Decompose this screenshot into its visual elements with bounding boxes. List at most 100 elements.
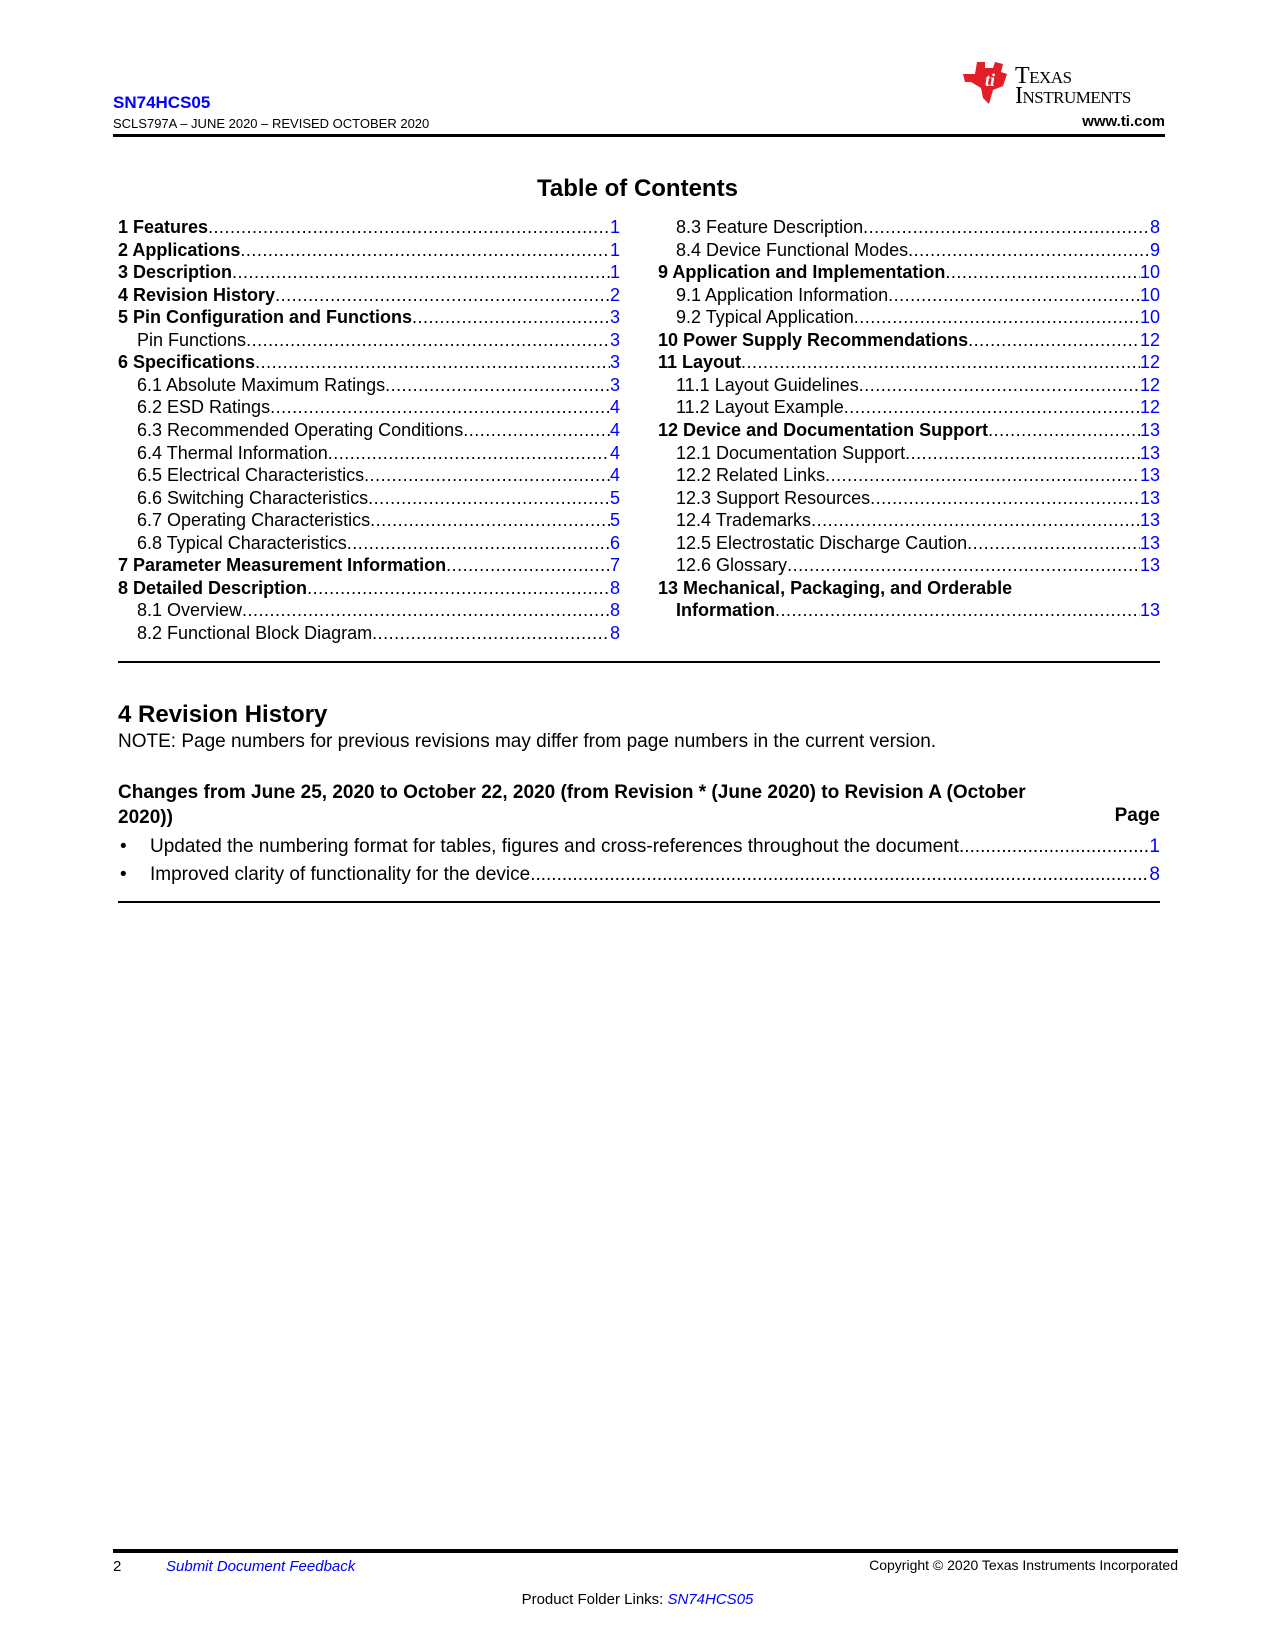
toc-entry[interactable]: 12.1 Documentation Support 13: [676, 442, 1160, 464]
toc-entry-label: 1 Features: [118, 217, 209, 237]
toc-page-link[interactable]: 10: [1139, 307, 1160, 328]
ti-logo-icon: ti: [963, 62, 1007, 104]
revision-item-page-link[interactable]: 1: [1149, 836, 1160, 857]
dot-leader: [307, 577, 610, 599]
toc-entry[interactable]: 4 Revision History 2: [118, 284, 620, 306]
copyright: Copyright © 2020 Texas Instruments Incor…: [869, 1557, 1178, 1573]
toc-entry[interactable]: 8.1 Overview 8: [137, 599, 620, 621]
toc-page-link[interactable]: 1: [609, 262, 620, 283]
toc-entry[interactable]: Information 13: [676, 599, 1160, 621]
toc-entry[interactable]: Pin Functions 3: [137, 329, 620, 351]
toc-entry[interactable]: 6.8 Typical Characteristics 6: [137, 532, 620, 554]
dot-leader: [246, 329, 610, 351]
toc-entry-label: 12.3 Support Resources: [676, 487, 871, 508]
toc-entry[interactable]: 12.6 Glossary 13: [676, 554, 1160, 576]
toc-entry[interactable]: 11.2 Layout Example 12: [676, 396, 1160, 418]
toc-title: Table of Contents: [537, 175, 738, 202]
toc-page-link[interactable]: 13: [1139, 487, 1160, 508]
toc-entry[interactable]: 12.5 Electrostatic Discharge Caution 13: [676, 532, 1160, 554]
toc-entry[interactable]: 3 Description 1: [118, 261, 620, 283]
toc-entry[interactable]: 8.2 Functional Block Diagram 8: [137, 622, 620, 644]
dot-leader: [959, 835, 1149, 859]
toc-entry[interactable]: 8 Detailed Description 8: [118, 577, 620, 599]
toc-page-link[interactable]: 13: [1139, 555, 1160, 576]
toc-entry[interactable]: 1 Features 1: [118, 216, 620, 238]
toc-page-link[interactable]: 5: [609, 510, 620, 531]
ti-website-link[interactable]: www.ti.com: [1082, 113, 1165, 130]
toc-entry[interactable]: 10 Power Supply Recommendations 12: [658, 329, 1160, 351]
toc-page-link[interactable]: 10: [1139, 262, 1160, 283]
toc-page-link[interactable]: 12: [1139, 374, 1160, 395]
product-folder-link[interactable]: SN74HCS05: [667, 1591, 754, 1608]
toc-page-link[interactable]: 8: [609, 622, 620, 643]
dot-leader: [372, 622, 610, 644]
header-divider: [113, 134, 1165, 137]
toc-page-link[interactable]: 13: [1139, 419, 1160, 440]
toc-page-link[interactable]: 8: [1149, 217, 1160, 237]
toc-page-link[interactable]: 3: [609, 329, 620, 350]
toc-page-link[interactable]: 4: [609, 397, 620, 418]
toc-page-link[interactable]: 13: [1139, 442, 1160, 463]
toc-entry[interactable]: 9.2 Typical Application 10: [676, 306, 1160, 328]
toc-entry[interactable]: 2 Applications 1: [118, 239, 620, 261]
toc-entry[interactable]: 6.4 Thermal Information 4: [137, 442, 620, 464]
toc-page-link[interactable]: 13: [1139, 600, 1160, 621]
toc-entry[interactable]: 6.3 Recommended Operating Conditions 4: [137, 419, 620, 441]
toc-page-link[interactable]: 10: [1139, 284, 1160, 305]
toc-entry[interactable]: 8.3 Feature Description 8: [676, 216, 1160, 238]
dot-leader: [968, 329, 1140, 351]
toc-entry[interactable]: 6.1 Absolute Maximum Ratings 3: [137, 374, 620, 396]
toc-entry[interactable]: 9.1 Application Information 10: [676, 284, 1160, 306]
revision-item-page-link[interactable]: 8: [1149, 864, 1160, 885]
toc-page-link[interactable]: 4: [609, 419, 620, 440]
toc-entry[interactable]: 6.6 Switching Characteristics 5: [137, 487, 620, 509]
toc-page-link[interactable]: 2: [609, 284, 620, 305]
toc-page-link[interactable]: 4: [609, 465, 620, 486]
submit-feedback-link[interactable]: Submit Document Feedback: [166, 1558, 356, 1575]
toc-entry[interactable]: 6.7 Operating Characteristics 5: [137, 509, 620, 531]
revision-item: • Improved clarity of functionality for …: [118, 863, 1160, 887]
toc-page-link[interactable]: 13: [1139, 465, 1160, 486]
toc-entry[interactable]: 6.5 Electrical Characteristics 4: [137, 464, 620, 486]
toc-entry-label: 6 Specifications: [118, 352, 256, 373]
toc-page-link[interactable]: 3: [609, 374, 620, 395]
toc-entry[interactable]: 13 Mechanical, Packaging, and Orderable: [658, 577, 1160, 599]
toc-page-link[interactable]: 4: [609, 442, 620, 463]
toc-page-link[interactable]: 9: [1149, 239, 1160, 260]
toc-entry-label: 12.6 Glossary: [676, 555, 788, 576]
toc-entry[interactable]: 11 Layout 12: [658, 351, 1160, 373]
toc-entry-label: 8 Detailed Description: [118, 577, 308, 598]
toc-page-link[interactable]: 5: [609, 487, 620, 508]
toc-page-link[interactable]: 3: [609, 352, 620, 373]
footer-divider: [113, 1549, 1178, 1553]
toc-entry[interactable]: 8.4 Device Functional Modes 9: [676, 239, 1160, 261]
toc-page-link[interactable]: 7: [609, 555, 620, 576]
toc-entry[interactable]: 12.2 Related Links 13: [676, 464, 1160, 486]
toc-entry[interactable]: 5 Pin Configuration and Functions 3: [118, 306, 620, 328]
toc-page-link[interactable]: 3: [609, 307, 620, 328]
toc-entry-label: 9.1 Application Information: [676, 284, 889, 305]
toc-entry[interactable]: 9 Application and Implementation 10: [658, 261, 1160, 283]
toc-page-link[interactable]: 12: [1139, 329, 1160, 350]
dot-leader: [967, 532, 1140, 554]
toc-page-link[interactable]: 1: [609, 239, 620, 260]
toc-divider: [118, 661, 1160, 663]
toc-page-link[interactable]: 13: [1139, 510, 1160, 531]
toc-entry[interactable]: 6 Specifications 3: [118, 351, 620, 373]
dot-leader: [945, 261, 1140, 283]
toc-page-link[interactable]: 1: [609, 217, 620, 237]
toc-page-link[interactable]: 8: [609, 577, 620, 598]
toc-entry[interactable]: 11.1 Layout Guidelines 12: [676, 374, 1160, 396]
toc-entry[interactable]: 6.2 ESD Ratings 4: [137, 396, 620, 418]
toc-page-link[interactable]: 8: [609, 600, 620, 621]
toc-entry[interactable]: 12.3 Support Resources 13: [676, 487, 1160, 509]
toc-entry-label: 3 Description: [118, 262, 233, 283]
toc-page-link[interactable]: 13: [1139, 532, 1160, 553]
toc-entry[interactable]: 7 Parameter Measurement Information 7: [118, 554, 620, 576]
page-column-header: Page: [1114, 805, 1160, 826]
toc-page-link[interactable]: 12: [1139, 397, 1160, 418]
toc-page-link[interactable]: 6: [609, 532, 620, 553]
toc-page-link[interactable]: 12: [1139, 352, 1160, 373]
toc-entry[interactable]: 12.4 Trademarks 13: [676, 509, 1160, 531]
toc-entry[interactable]: 12 Device and Documentation Support 13: [658, 419, 1160, 441]
